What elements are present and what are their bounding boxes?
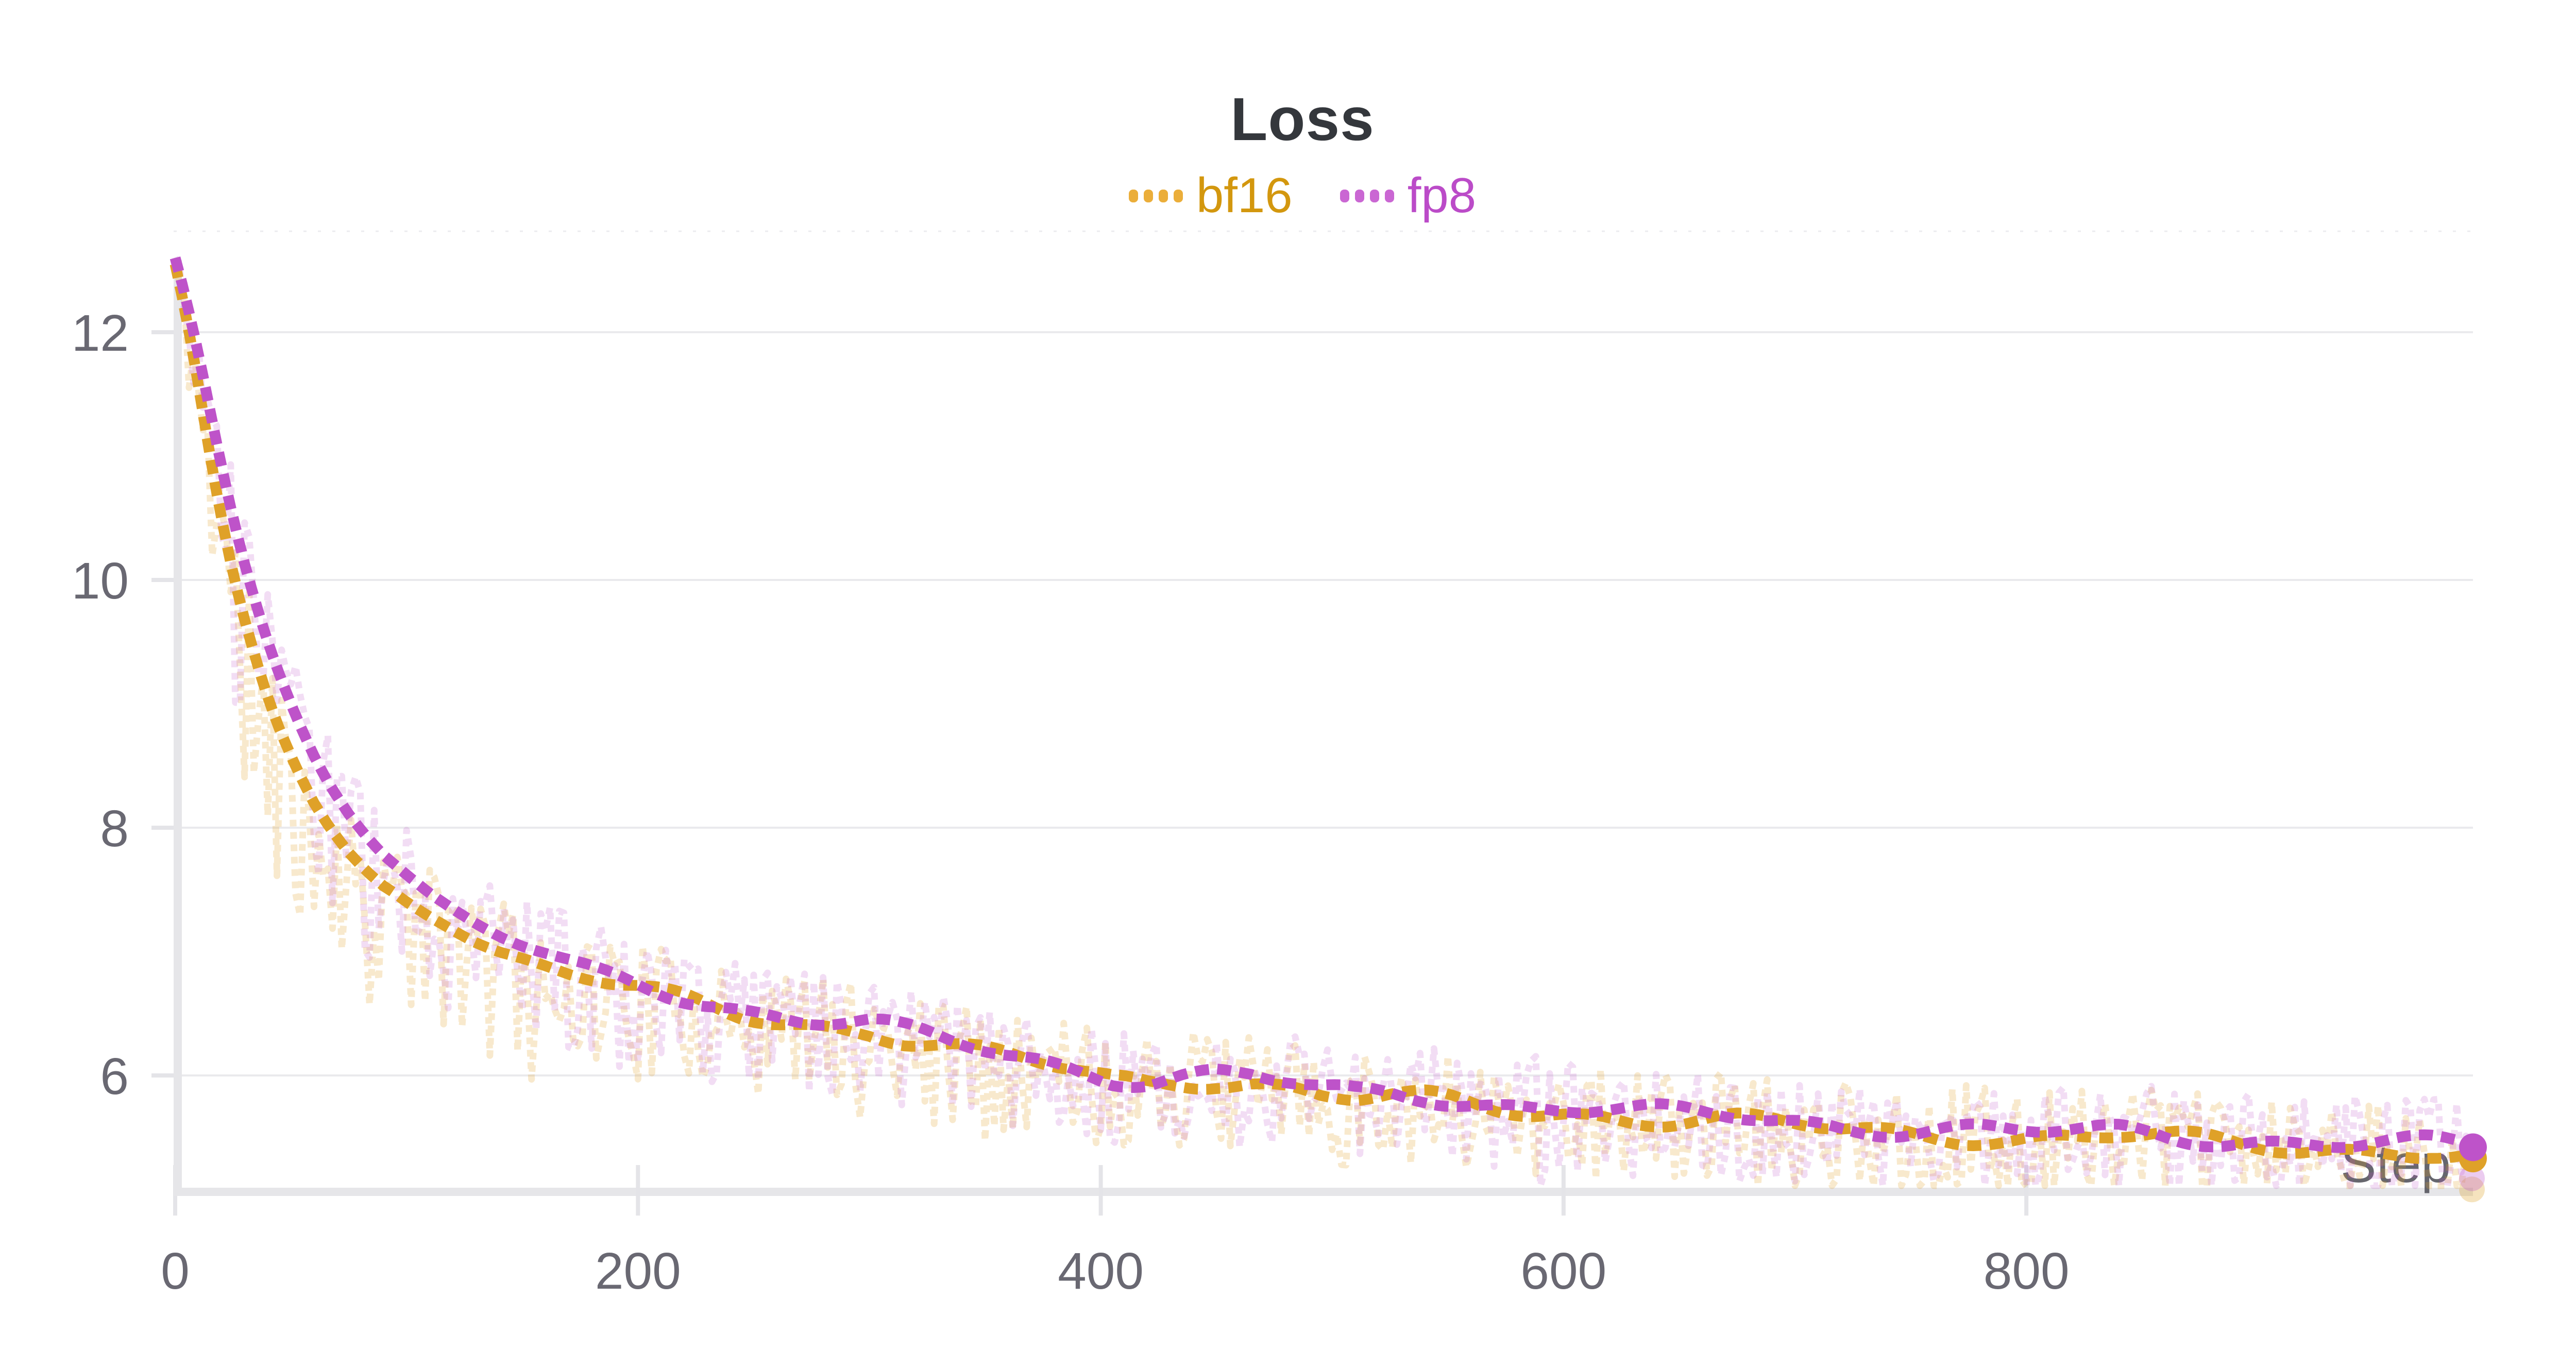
x-axis-bar bbox=[174, 1188, 2473, 1196]
x-tick-800 bbox=[2024, 1165, 2029, 1216]
chart-legend: bf16 fp8 bbox=[0, 171, 2576, 220]
smoothed-series-fp8 bbox=[170, 256, 2475, 1153]
x-tick-600 bbox=[1561, 1165, 1566, 1216]
y-tick-label-8: 8 bbox=[100, 800, 129, 858]
x-tick-label-800: 800 bbox=[1984, 1242, 2070, 1300]
x-tick-label-400: 400 bbox=[1058, 1242, 1144, 1300]
endpoint-faint-fp8 bbox=[2459, 1165, 2485, 1191]
legend-swatch-dot bbox=[1128, 189, 1138, 202]
legend-label-fp8: fp8 bbox=[1407, 168, 1477, 223]
y-tick-label-10: 10 bbox=[72, 552, 129, 610]
legend-item-bf16[interactable]: bf16 bbox=[1128, 168, 1293, 223]
legend-swatch-fp8 bbox=[1340, 189, 1394, 202]
legend-swatch-dot bbox=[1158, 189, 1168, 202]
raw-series-bf16 bbox=[172, 263, 2472, 1189]
smoothed-series-bf16 bbox=[170, 263, 2474, 1164]
legend-swatch-dot bbox=[1354, 189, 1364, 202]
legend-item-fp8[interactable]: fp8 bbox=[1340, 171, 1476, 220]
x-tick-200 bbox=[636, 1165, 640, 1216]
x-tick-label-600: 600 bbox=[1520, 1242, 1606, 1300]
legend-label-bf16: bf16 bbox=[1196, 168, 1293, 223]
legend-swatch-dot bbox=[1173, 189, 1183, 202]
legend-swatch-dot bbox=[1369, 189, 1379, 202]
y-tick-label-6: 6 bbox=[100, 1048, 129, 1105]
legend-swatch-bf16 bbox=[1128, 189, 1183, 202]
y-axis-bar bbox=[174, 260, 182, 1196]
legend-swatch-dot bbox=[1143, 189, 1153, 202]
x-tick-label-200: 200 bbox=[595, 1242, 681, 1300]
y-tick-label-12: 12 bbox=[72, 304, 129, 362]
legend-swatch-dot bbox=[1340, 189, 1349, 202]
chart-title: Loss bbox=[1230, 86, 1375, 153]
raw-series-fp8 bbox=[172, 256, 2474, 1189]
endpoint-faint-bf16 bbox=[2459, 1176, 2485, 1203]
endpoint-dot-fp8 bbox=[2459, 1133, 2487, 1161]
legend-swatch-dot bbox=[1384, 189, 1394, 202]
x-tick-label-0: 0 bbox=[161, 1242, 190, 1300]
x-tick-400 bbox=[1098, 1165, 1103, 1216]
